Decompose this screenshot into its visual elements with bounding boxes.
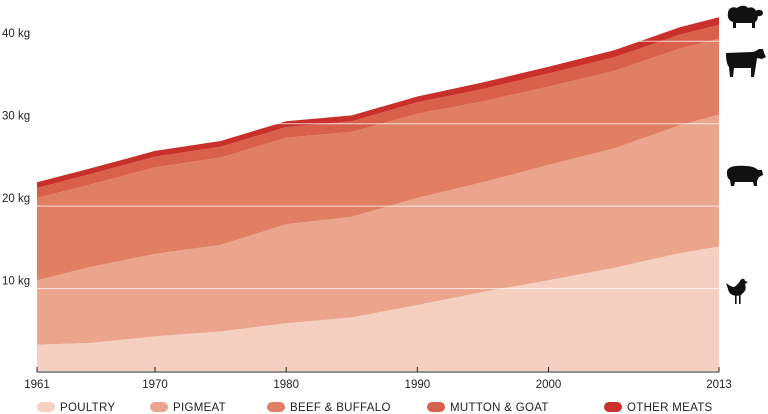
legend: POULTRY PIGMEAT BEEF & BUFFALO MUTTON & GOA…	[37, 402, 713, 414]
legend-swatch	[150, 402, 168, 412]
legend-label: PIGMEAT	[173, 402, 226, 414]
legend-label: MUTTON & GOAT	[450, 402, 549, 414]
animal-icons	[726, 5, 766, 304]
legend-swatch	[37, 402, 55, 412]
pig-icon	[727, 165, 763, 186]
y-tick-label: 30 kg	[2, 111, 30, 123]
cow-icon	[726, 49, 766, 77]
x-tick-label: 2013	[706, 379, 732, 391]
area-series-2	[37, 38, 719, 281]
x-tick-label: 1961	[24, 379, 50, 391]
x-tick-label: 1980	[273, 379, 299, 391]
legend-swatch	[267, 402, 285, 412]
legend-label: BEEF & BUFFALO	[290, 402, 391, 414]
y-tick-label: 20 kg	[2, 193, 30, 205]
area-layers	[37, 17, 719, 371]
legend-label: POULTRY	[60, 402, 115, 414]
area-series-4	[37, 17, 719, 188]
legend-label: OTHER MEATS	[627, 402, 713, 414]
y-axis-ticks: 10 kg 20 kg 30 kg 40 kg	[2, 28, 30, 287]
chicken-icon	[726, 278, 748, 304]
area-series-1	[37, 114, 719, 345]
legend-swatch	[604, 402, 622, 412]
area-series-0	[37, 246, 719, 371]
y-tick-label: 40 kg	[2, 28, 30, 40]
y-tick-label: 10 kg	[2, 276, 30, 288]
gridlines	[0, 40, 760, 290]
x-tick-label: 1990	[405, 379, 431, 391]
sheep-icon	[727, 5, 763, 28]
legend-swatch	[427, 402, 445, 412]
area-series-3	[37, 24, 719, 198]
x-tick-label: 2000	[536, 379, 562, 391]
x-tick-label: 1970	[142, 379, 168, 391]
x-axis: 1961 1970 1980 1990 2000 2013	[24, 367, 732, 391]
